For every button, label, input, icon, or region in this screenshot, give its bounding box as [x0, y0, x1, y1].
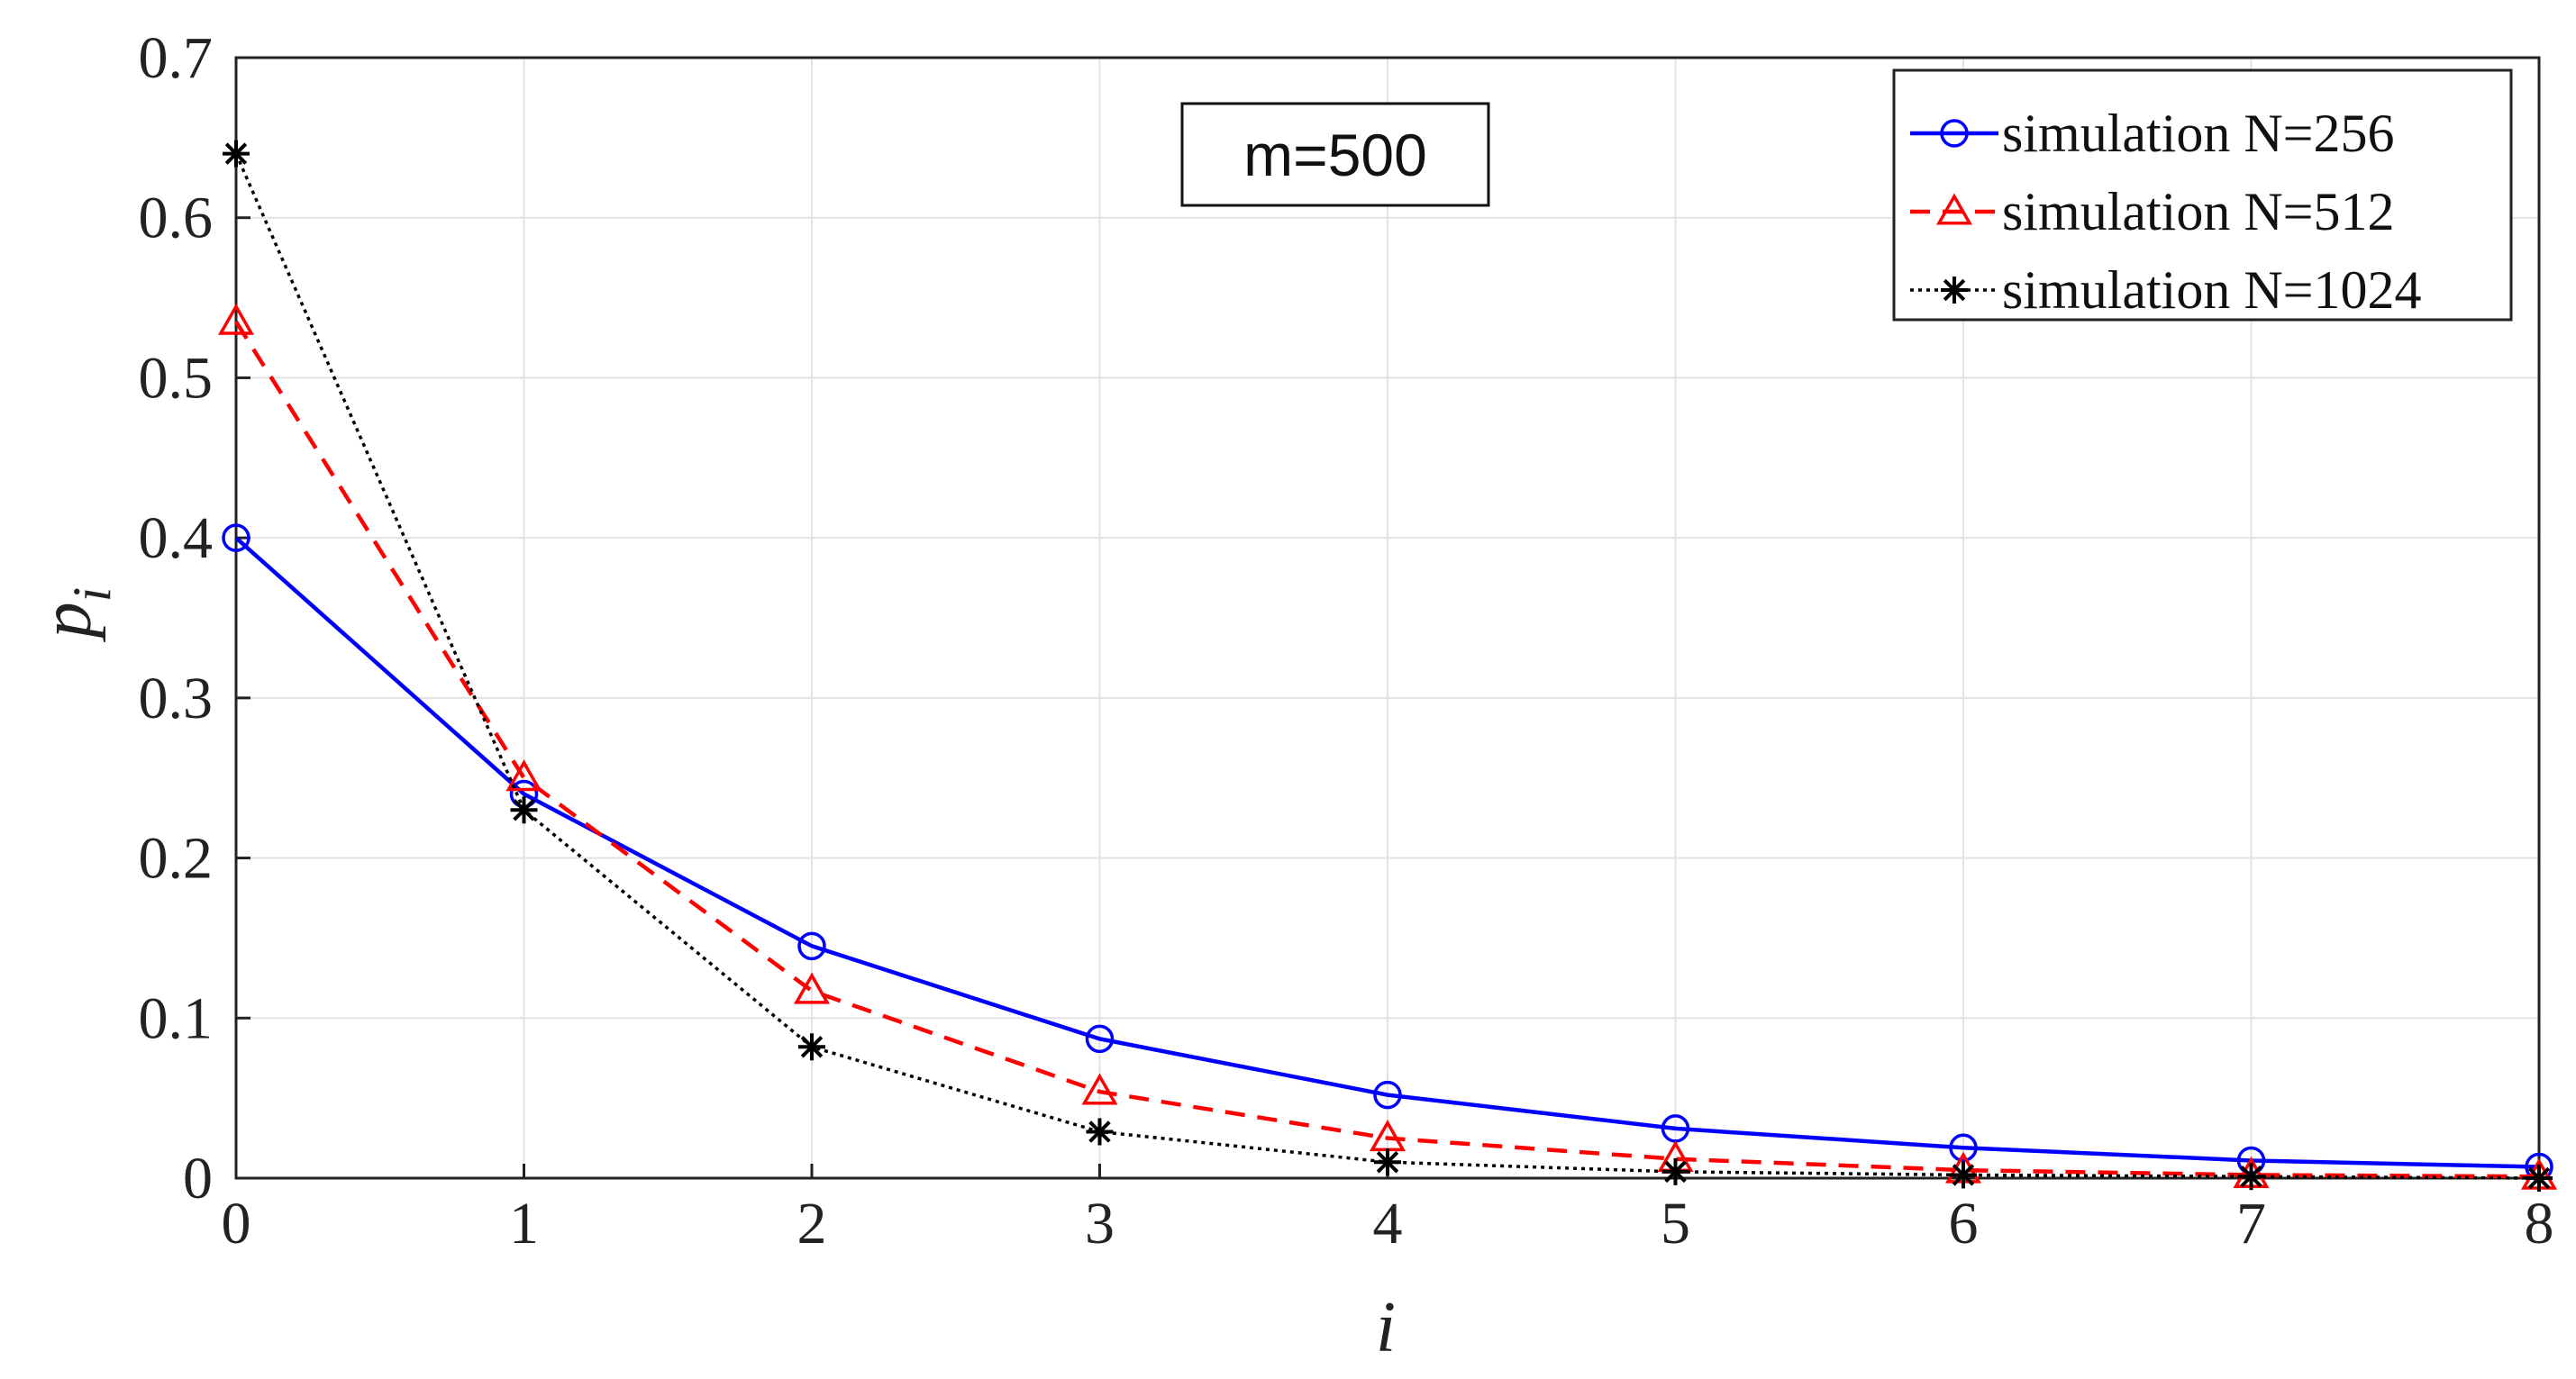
legend-label: simulation N=256 — [2002, 104, 2395, 163]
legend-marker — [1935, 193, 1973, 225]
x-tick-label: 5 — [1661, 1191, 1690, 1257]
legend-label: simulation N=1024 — [2002, 260, 2422, 320]
data-point — [223, 140, 250, 168]
legend: simulation N=256 simulation N=512 simulati… — [1892, 68, 2513, 322]
annotation-box: m=500 — [1180, 102, 1490, 207]
x-tick-label: 3 — [1085, 1191, 1115, 1257]
data-point — [793, 972, 831, 1004]
annotation-text: m=500 — [1243, 122, 1427, 188]
y-tick-label: 0.2 — [139, 826, 214, 892]
y-axis-title: pi — [27, 587, 122, 643]
data-point — [505, 759, 542, 792]
data-point — [1949, 1133, 1978, 1162]
y-axis-title-main: p — [27, 602, 106, 642]
data-point — [222, 523, 250, 552]
data-point — [1085, 1024, 1115, 1054]
x-axis-title: i — [1376, 1288, 1396, 1367]
data-point — [1086, 1118, 1114, 1146]
y-tick-label: 0.6 — [139, 186, 214, 251]
data-point — [1374, 1148, 1401, 1176]
data-point — [798, 1033, 825, 1061]
x-tick-label: 6 — [1949, 1191, 1979, 1257]
axis-ticks: 0 1 2 3 4 5 6 7 8 0 0.1 0.2 0.3 0.4 0.5 0.6 0.7 — [139, 25, 2554, 1257]
x-tick-label: 0 — [222, 1191, 251, 1257]
y-tick-label: 0.5 — [139, 345, 214, 411]
series-line — [234, 536, 2540, 1169]
data-point — [1373, 1080, 1402, 1110]
data-point — [1661, 1157, 1689, 1185]
x-tick-label: 4 — [1373, 1191, 1403, 1257]
y-tick-label: 0.3 — [139, 666, 214, 731]
y-axis-title-subscript: i — [62, 587, 122, 603]
legend-marker — [1941, 277, 1968, 304]
legend-item: simulation N=512 — [1910, 182, 2395, 241]
data-point — [2237, 1163, 2265, 1191]
x-tick-label: 2 — [797, 1191, 827, 1257]
data-point — [1950, 1161, 1977, 1189]
y-tick-label: 0.1 — [139, 985, 214, 1051]
legend-item: simulation N=256 — [1910, 104, 2395, 163]
series-3 — [223, 140, 2553, 1192]
y-tick-label: 0.4 — [139, 505, 214, 571]
data-point — [510, 796, 538, 824]
annotation-frame — [1180, 102, 1490, 207]
legend-item: simulation N=1024 — [1910, 260, 2422, 320]
x-tick-label: 1 — [509, 1191, 539, 1257]
data-point — [217, 303, 255, 335]
legend-frame — [1892, 68, 2513, 322]
x-tick-label: 8 — [2525, 1191, 2554, 1257]
data-point — [2526, 1165, 2553, 1192]
x-tick-label: 7 — [2236, 1191, 2266, 1257]
y-tick-label: 0 — [183, 1146, 213, 1211]
y-tick-label: 0.7 — [139, 25, 214, 91]
data-point — [1081, 1073, 1118, 1105]
data-point — [797, 931, 826, 961]
legend-marker — [1940, 119, 1969, 148]
series-layer — [217, 140, 2558, 1192]
series-line — [234, 321, 2540, 1179]
legend-label: simulation N=512 — [2002, 182, 2395, 241]
